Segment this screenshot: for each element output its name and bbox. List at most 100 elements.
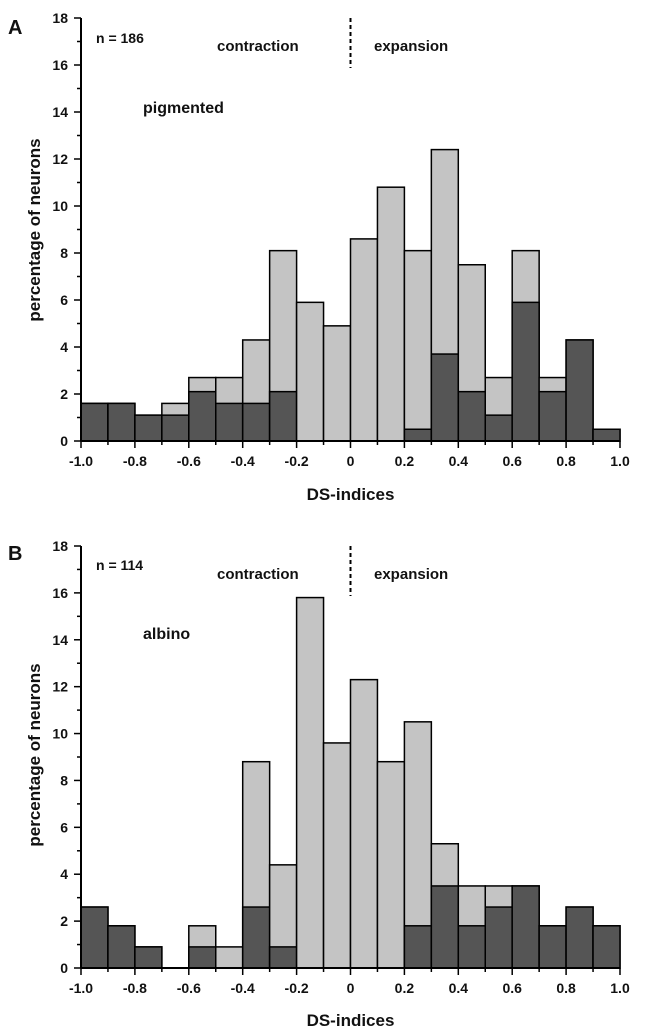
expansion-label-a: expansion (374, 38, 448, 55)
bar-dark-b-13 (431, 886, 458, 968)
bar-total-a-9 (324, 326, 351, 441)
bar-dark-a-14 (458, 392, 485, 441)
x-tick-label-b-6: 0.2 (395, 980, 415, 996)
y-tick-label-a-1: 2 (60, 386, 68, 402)
group-label-b: albino (143, 626, 190, 643)
y-tick-label-a-9: 18 (52, 10, 68, 26)
bar-dark-b-1 (108, 926, 135, 968)
bar-dark-a-19 (593, 429, 620, 441)
bar-dark-b-6 (243, 907, 270, 968)
y-tick-label-a-4: 8 (60, 245, 68, 261)
bar-total-a-10 (351, 239, 378, 441)
y-tick-label-a-8: 16 (52, 57, 68, 73)
x-tick-label-a-3: -0.4 (231, 453, 255, 469)
x-tick-label-a-0: -1.0 (69, 453, 93, 469)
y-axis-title-a: percentage of neurons (25, 138, 44, 321)
panel-a: A n = 186 contraction expansion pigmente… (8, 10, 630, 504)
y-tick-label-b-8: 16 (52, 585, 68, 601)
bar-dark-a-18 (566, 340, 593, 441)
bar-total-a-8 (297, 302, 324, 441)
bar-dark-a-15 (485, 415, 512, 441)
bar-dark-a-17 (539, 392, 566, 441)
bar-dark-a-5 (216, 403, 243, 441)
x-tick-label-b-5: 0 (347, 980, 355, 996)
group-label-a: pigmented (143, 100, 224, 117)
bar-dark-b-2 (135, 947, 162, 968)
bar-dark-b-19 (593, 926, 620, 968)
x-tick-label-b-2: -0.6 (177, 980, 201, 996)
x-tick-label-a-6: 0.2 (395, 453, 415, 469)
n-annotation-a: n = 186 (96, 30, 144, 46)
x-tick-label-b-3: -0.4 (231, 980, 255, 996)
panel-label-a: A (8, 17, 22, 39)
y-tick-label-a-6: 12 (52, 151, 68, 167)
bar-dark-a-13 (431, 354, 458, 441)
y-axis-title-b: percentage of neurons (25, 663, 44, 846)
n-annotation-b: n = 114 (96, 557, 143, 573)
bar-dark-b-7 (270, 947, 297, 968)
bar-dark-b-4 (189, 947, 216, 968)
bars-a (81, 150, 620, 441)
bar-total-b-8 (297, 598, 324, 968)
y-tick-label-a-0: 0 (60, 433, 68, 449)
y-tick-label-a-3: 6 (60, 292, 68, 308)
y-tick-label-b-5: 10 (52, 726, 68, 742)
bar-total-b-9 (324, 743, 351, 968)
panel-b: B n = 114 contraction expansion albino 0… (8, 538, 630, 1030)
bar-dark-a-12 (404, 429, 431, 441)
y-tick-label-a-2: 4 (60, 339, 68, 355)
expansion-label-b: expansion (374, 566, 448, 583)
x-tick-label-a-1: -0.8 (123, 453, 147, 469)
x-tick-label-a-4: -0.2 (285, 453, 309, 469)
y-tick-label-b-3: 6 (60, 819, 68, 835)
bar-dark-b-15 (485, 907, 512, 968)
bar-dark-b-14 (458, 926, 485, 968)
y-tick-label-b-6: 12 (52, 679, 68, 695)
bar-dark-b-17 (539, 926, 566, 968)
contraction-label-b: contraction (217, 566, 299, 583)
x-tick-label-a-5: 0 (347, 453, 355, 469)
bar-dark-a-2 (135, 415, 162, 441)
x-tick-label-b-7: 0.4 (449, 980, 469, 996)
x-tick-label-a-10: 1.0 (610, 453, 630, 469)
y-tick-label-a-5: 10 (52, 198, 68, 214)
y-tick-label-b-1: 2 (60, 913, 68, 929)
bar-total-b-11 (377, 762, 404, 968)
y-tick-label-a-7: 14 (52, 104, 68, 120)
bar-dark-a-1 (108, 403, 135, 441)
x-tick-label-a-7: 0.4 (449, 453, 469, 469)
x-tick-label-b-8: 0.6 (502, 980, 522, 996)
panel-label-b: B (8, 543, 22, 565)
bar-dark-a-7 (270, 392, 297, 441)
y-tick-label-b-7: 14 (52, 632, 68, 648)
bar-total-b-10 (351, 680, 378, 968)
bar-total-a-11 (377, 187, 404, 441)
x-tick-label-b-1: -0.8 (123, 980, 147, 996)
x-tick-label-a-9: 0.8 (556, 453, 576, 469)
bar-dark-a-4 (189, 392, 216, 441)
x-axis-title-a: DS-indices (307, 485, 395, 504)
y-tick-label-b-4: 8 (60, 772, 68, 788)
bar-dark-b-12 (404, 926, 431, 968)
bar-dark-b-18 (566, 907, 593, 968)
x-tick-label-b-0: -1.0 (69, 980, 93, 996)
y-tick-label-b-2: 4 (60, 866, 68, 882)
bar-dark-a-6 (243, 403, 270, 441)
x-axis-title-b: DS-indices (307, 1011, 395, 1030)
contraction-label-a: contraction (217, 38, 299, 55)
y-tick-label-b-0: 0 (60, 960, 68, 976)
x-tick-label-a-8: 0.6 (502, 453, 522, 469)
bar-total-b-5 (216, 947, 243, 968)
x-tick-label-b-4: -0.2 (285, 980, 309, 996)
bar-dark-a-16 (512, 302, 539, 441)
bars-b (81, 598, 620, 968)
bar-dark-a-0 (81, 403, 108, 441)
bar-dark-b-16 (512, 886, 539, 968)
bar-dark-b-0 (81, 907, 108, 968)
x-tick-label-b-10: 1.0 (610, 980, 630, 996)
x-tick-label-b-9: 0.8 (556, 980, 576, 996)
bar-total-a-12 (404, 251, 431, 441)
x-tick-label-a-2: -0.6 (177, 453, 201, 469)
y-tick-label-b-9: 18 (52, 538, 68, 554)
